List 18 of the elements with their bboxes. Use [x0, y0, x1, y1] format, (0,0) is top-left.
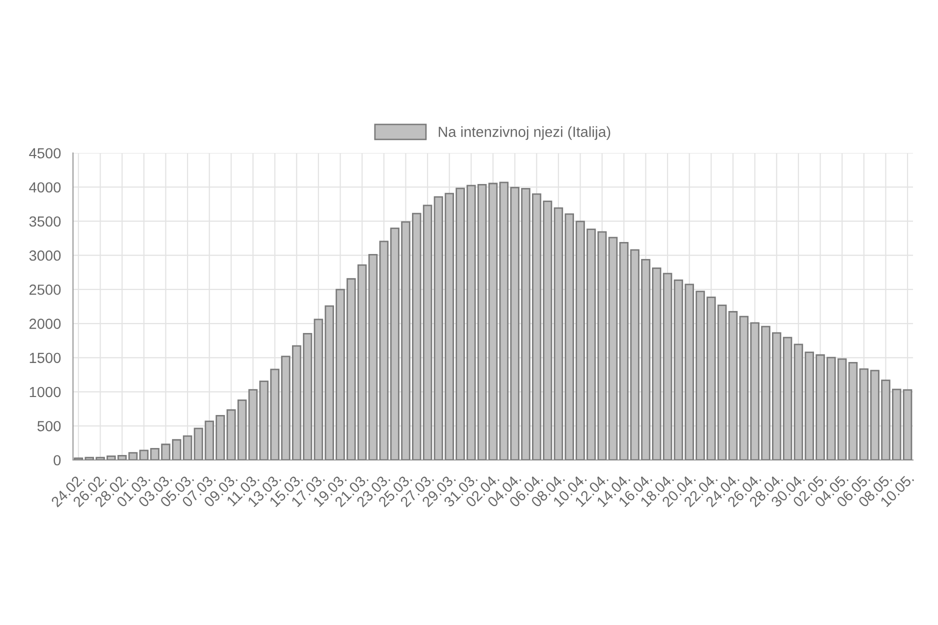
bar [248, 389, 258, 460]
y-tick-label: 1500 [30, 352, 61, 364]
bar [608, 236, 618, 460]
bar [128, 452, 138, 460]
bar [488, 182, 498, 460]
bar [368, 254, 378, 460]
y-tick-label: 2500 [29, 284, 61, 295]
y-tick-label: 3000 [29, 250, 61, 261]
y-tick-label: 4500 [29, 148, 61, 158]
y-tick-label: 4000 [29, 182, 61, 193]
y-tick-label: 2000 [29, 318, 61, 329]
y-tick-label: 500 [37, 420, 61, 432]
legend-label: Na intenzivnoj njezi (Italija) [438, 126, 610, 140]
bar [728, 311, 738, 460]
bar [848, 362, 858, 460]
y-tick-label: 0 [54, 455, 61, 466]
y-tick-label: 3500 [29, 216, 61, 227]
y-tick-label: 1000 [30, 386, 61, 398]
